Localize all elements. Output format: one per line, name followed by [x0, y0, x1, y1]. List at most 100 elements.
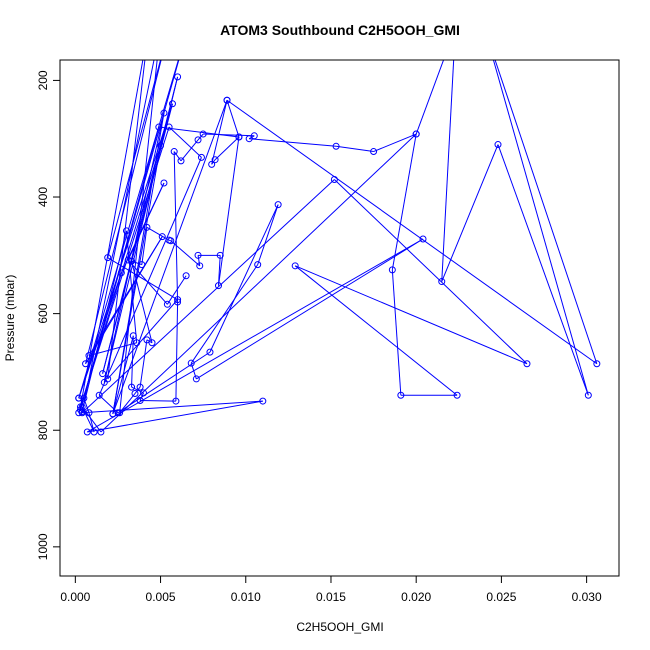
y-axis-label: Pressure (mbar) — [3, 275, 17, 362]
series-segment — [119, 393, 136, 414]
data-point — [80, 394, 88, 402]
data-point — [250, 132, 258, 140]
data-point — [165, 123, 173, 131]
series-segment — [197, 133, 204, 141]
data-point — [412, 130, 420, 138]
series-segment — [441, 144, 499, 282]
series-segment — [334, 179, 528, 365]
x-tick-label: 0.000 — [60, 590, 90, 604]
series-segment — [226, 100, 240, 138]
data-point — [99, 370, 107, 378]
data-point — [208, 160, 216, 168]
series-segment — [112, 100, 228, 415]
series-segment — [168, 126, 202, 158]
chart-title: ATOM3 Southbound C2H5OOH_GMI — [220, 22, 460, 38]
series-segment — [103, 76, 179, 383]
data-point — [163, 300, 171, 308]
x-tick-label: 0.030 — [572, 590, 602, 604]
series-segment — [441, 60, 455, 282]
series-segment — [203, 133, 255, 137]
series-segment — [180, 139, 199, 162]
series-segment — [336, 145, 374, 153]
y-tick-label: 600 — [36, 303, 50, 323]
data-point — [128, 257, 136, 265]
x-tick-label: 0.005 — [146, 590, 176, 604]
data-point — [235, 133, 243, 141]
data-point — [584, 391, 592, 399]
data-point — [274, 201, 282, 209]
data-point — [155, 123, 163, 131]
series-segment — [87, 400, 263, 433]
y-axis: 200 400 600 800 1000 — [36, 70, 60, 560]
series-segment — [391, 133, 417, 270]
data-point — [419, 235, 427, 243]
data-point — [140, 389, 148, 397]
series-segment — [131, 335, 134, 388]
data-point — [593, 360, 601, 368]
series-segment — [81, 60, 155, 412]
plot-frame — [59, 59, 620, 577]
data-point — [133, 339, 141, 347]
series-segment — [226, 99, 598, 365]
data-point — [170, 148, 178, 156]
data-point — [438, 278, 446, 286]
series-segment — [173, 151, 182, 162]
data-point — [453, 391, 461, 399]
data-point — [116, 409, 124, 417]
data-point — [216, 251, 224, 259]
x-tick-label: 0.025 — [486, 590, 516, 604]
series-segment — [79, 60, 144, 408]
data-point — [117, 269, 125, 277]
data-point — [136, 397, 144, 405]
series-segment — [139, 392, 144, 401]
data-point — [157, 142, 165, 150]
data-point — [291, 262, 299, 270]
data-point — [168, 100, 176, 108]
data-point — [104, 254, 112, 262]
data-point — [174, 73, 182, 81]
data-point — [143, 336, 151, 344]
data-point — [494, 141, 502, 149]
series-segment — [119, 60, 158, 413]
data-point — [136, 383, 144, 391]
series-segment — [294, 265, 458, 396]
series-segment — [81, 406, 95, 433]
data-point — [158, 233, 166, 241]
y-tick-label: 400 — [36, 187, 50, 207]
data-point — [97, 428, 105, 436]
series-segment — [88, 342, 137, 357]
data-point — [75, 394, 83, 402]
data-point — [83, 428, 91, 436]
series-segment — [139, 339, 148, 388]
data-point — [194, 251, 202, 259]
data-point — [109, 410, 117, 418]
data-point — [332, 142, 340, 150]
data-point — [160, 109, 168, 117]
series-segment — [140, 400, 176, 402]
series-segment — [127, 182, 165, 261]
data-point — [128, 383, 136, 391]
series-segment — [125, 230, 138, 343]
series-segment — [131, 260, 142, 266]
series-segment — [166, 275, 187, 305]
data-point — [523, 360, 531, 368]
series-segment — [494, 60, 598, 364]
series-segment — [100, 133, 417, 433]
data-point — [182, 272, 190, 280]
data-point — [85, 352, 93, 360]
plot-area — [75, 60, 601, 436]
x-tick-label: 0.020 — [401, 590, 431, 604]
data-point — [196, 262, 204, 270]
data-point — [131, 390, 139, 398]
data-point — [330, 176, 338, 184]
data-point — [206, 348, 214, 356]
x-tick-label: 0.010 — [231, 590, 261, 604]
data-point — [192, 375, 200, 383]
data-point — [82, 360, 90, 368]
series-segment — [214, 136, 240, 161]
data-point — [78, 403, 86, 411]
data-point — [199, 130, 207, 138]
series-segment — [257, 204, 279, 265]
data-point — [370, 148, 378, 156]
